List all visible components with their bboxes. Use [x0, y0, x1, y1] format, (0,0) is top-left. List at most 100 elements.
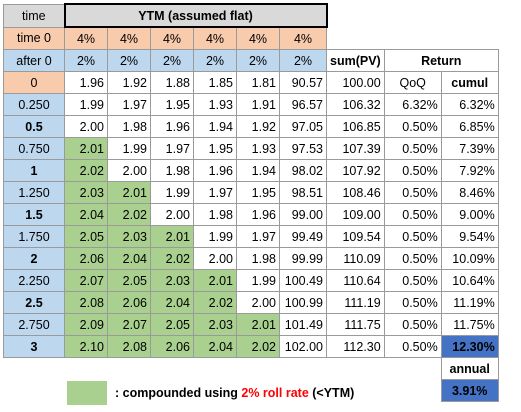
pv-cell[interactable]: 2.04 — [64, 203, 108, 226]
pv-cell[interactable]: 2.03 — [107, 225, 151, 248]
qoq-cell[interactable]: 0.50% — [383, 137, 442, 160]
pv-cell[interactable]: 101.49 — [279, 313, 327, 336]
pv-cell[interactable]: 2.05 — [107, 269, 151, 292]
time-cell[interactable]: 0.750 — [3, 137, 65, 160]
pv-cell[interactable]: 2.04 — [150, 291, 194, 314]
pv-cell[interactable]: 1.99 — [236, 269, 280, 292]
pv-cell[interactable]: 2.01 — [150, 225, 194, 248]
pv-cell[interactable]: 1.99 — [64, 93, 108, 116]
pv-cell[interactable]: 1.98 — [236, 247, 280, 270]
qoq-cell[interactable]: 0.50% — [383, 181, 442, 204]
qoq-cell[interactable]: 0.50% — [383, 313, 442, 336]
cumul-cell[interactable]: 8.46% — [440, 181, 499, 204]
after0-rate[interactable]: 2% — [107, 49, 151, 72]
pv-cell[interactable]: 1.96 — [64, 71, 108, 94]
pv-cell[interactable]: 2.00 — [107, 159, 151, 182]
pv-cell[interactable]: 2.00 — [150, 203, 194, 226]
time0-rate[interactable]: 4% — [236, 26, 280, 50]
pv-cell[interactable]: 2.05 — [150, 313, 194, 336]
qoq-cell[interactable]: 0.50% — [383, 291, 442, 314]
pv-cell[interactable]: 1.95 — [193, 137, 237, 160]
cumul-cell[interactable]: 10.09% — [440, 247, 499, 270]
pv-cell[interactable]: 1.92 — [236, 115, 280, 138]
pv-cell[interactable]: 2.00 — [64, 115, 108, 138]
sum-pv-cell[interactable]: 106.32 — [326, 93, 385, 116]
after0-rate[interactable]: 2% — [64, 49, 108, 72]
sum-pv-cell[interactable]: 110.09 — [326, 247, 385, 270]
pv-cell[interactable]: 2.00 — [236, 291, 280, 314]
pv-cell[interactable]: 1.99 — [107, 137, 151, 160]
pv-cell[interactable]: 1.97 — [107, 93, 151, 116]
pv-cell[interactable]: 1.98 — [107, 115, 151, 138]
time0-rate[interactable]: 4% — [193, 26, 237, 50]
pv-cell[interactable]: 2.09 — [64, 313, 108, 336]
pv-cell[interactable]: 1.88 — [150, 71, 194, 94]
pv-cell[interactable]: 2.06 — [150, 335, 194, 358]
cumul-cell[interactable]: 12.30% — [440, 335, 499, 358]
qoq-cell[interactable]: 6.32% — [383, 93, 442, 116]
pv-cell[interactable]: 2.02 — [150, 247, 194, 270]
pv-cell[interactable]: 1.98 — [193, 203, 237, 226]
pv-cell[interactable]: 2.02 — [64, 159, 108, 182]
pv-cell[interactable]: 2.04 — [193, 335, 237, 358]
pv-cell[interactable]: 2.07 — [107, 313, 151, 336]
pv-cell[interactable]: 96.57 — [279, 93, 327, 116]
pv-cell[interactable]: 1.92 — [107, 71, 151, 94]
pv-cell[interactable]: 2.08 — [64, 291, 108, 314]
time-cell[interactable]: 1 — [3, 159, 65, 182]
pv-cell[interactable]: 1.93 — [236, 137, 280, 160]
pv-cell[interactable]: 2.06 — [64, 247, 108, 270]
time-cell[interactable]: 1.5 — [3, 203, 65, 226]
pv-cell[interactable]: 100.49 — [279, 269, 327, 292]
pv-cell[interactable]: 1.97 — [193, 181, 237, 204]
pv-cell[interactable]: 1.99 — [193, 225, 237, 248]
pv-cell[interactable]: 90.57 — [279, 71, 327, 94]
pv-cell[interactable]: 99.49 — [279, 225, 327, 248]
pv-cell[interactable]: 2.05 — [64, 225, 108, 248]
sum-pv-cell[interactable]: 111.75 — [326, 313, 385, 336]
pv-cell[interactable]: 2.02 — [236, 335, 280, 358]
time-cell[interactable]: 0.5 — [3, 115, 65, 138]
pv-cell[interactable]: 1.85 — [193, 71, 237, 94]
after0-rate[interactable]: 2% — [236, 49, 280, 72]
pv-cell[interactable]: 98.02 — [279, 159, 327, 182]
after0-rate[interactable]: 2% — [193, 49, 237, 72]
cumul-cell[interactable]: 9.00% — [440, 203, 499, 226]
qoq-cell[interactable]: 0.50% — [383, 159, 442, 182]
time0-rate[interactable]: 4% — [64, 26, 108, 50]
pv-cell[interactable]: 102.00 — [279, 335, 327, 358]
sum-pv-cell[interactable]: 109.00 — [326, 203, 385, 226]
pv-cell[interactable]: 2.04 — [107, 247, 151, 270]
pv-cell[interactable]: 2.03 — [150, 269, 194, 292]
time-cell[interactable]: 0.250 — [3, 93, 65, 116]
pv-cell[interactable]: 2.00 — [193, 247, 237, 270]
pv-cell[interactable]: 2.01 — [107, 181, 151, 204]
cumul-cell[interactable]: 7.39% — [440, 137, 499, 160]
qoq-cell[interactable]: 0.50% — [383, 115, 442, 138]
pv-cell[interactable]: 1.98 — [150, 159, 194, 182]
pv-cell[interactable]: 1.81 — [236, 71, 280, 94]
cumul-cell[interactable]: 9.54% — [440, 225, 499, 248]
cumul-cell[interactable]: 10.64% — [440, 269, 499, 292]
time-cell[interactable]: 2.250 — [3, 269, 65, 292]
pv-cell[interactable]: 2.06 — [107, 291, 151, 314]
pv-cell[interactable]: 2.01 — [236, 313, 280, 336]
sum-pv-cell[interactable]: 110.64 — [326, 269, 385, 292]
pv-cell[interactable]: 1.99 — [150, 181, 194, 204]
pv-cell[interactable]: 99.99 — [279, 247, 327, 270]
time-cell[interactable]: 3 — [3, 335, 65, 358]
after0-label[interactable]: after 0 — [3, 49, 65, 72]
pv-cell[interactable]: 99.00 — [279, 203, 327, 226]
pv-cell[interactable]: 2.07 — [64, 269, 108, 292]
qoq-cell[interactable]: 0.50% — [383, 225, 442, 248]
pv-cell[interactable]: 1.97 — [236, 225, 280, 248]
pv-cell[interactable]: 1.95 — [236, 181, 280, 204]
annual-value[interactable]: 3.91% — [440, 379, 499, 402]
cumul-cell[interactable]: 11.19% — [440, 291, 499, 314]
cumul-cell[interactable]: 7.92% — [440, 159, 499, 182]
after0-rate[interactable]: 2% — [279, 49, 327, 72]
cumul-cell[interactable]: 11.75% — [440, 313, 499, 336]
pv-cell[interactable]: 1.96 — [236, 203, 280, 226]
pv-cell[interactable]: 2.10 — [64, 335, 108, 358]
pv-cell[interactable]: 2.02 — [193, 291, 237, 314]
